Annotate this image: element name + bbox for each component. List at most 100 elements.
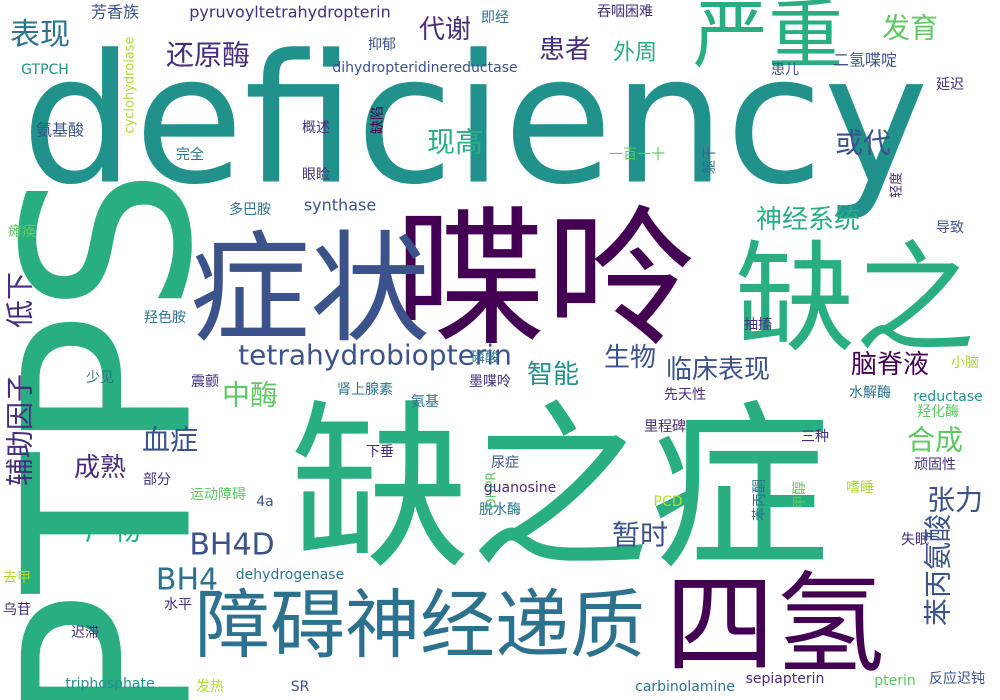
word: 下垂: [366, 444, 394, 460]
word: 喋呤: [395, 193, 695, 367]
word: 现高: [427, 126, 483, 159]
word: PTPS: [0, 168, 244, 700]
word: 4a: [256, 494, 274, 510]
word: 轻度: [889, 172, 905, 198]
word: 概述: [302, 120, 330, 136]
word: 一百一十: [609, 147, 665, 163]
word: 神经系统: [756, 205, 860, 235]
word: 乌苷: [3, 602, 31, 618]
word: 少见: [86, 370, 114, 386]
word: 生物: [604, 343, 656, 373]
word: 代谢: [419, 15, 471, 45]
word: 辅助因子: [4, 374, 37, 486]
word: 水解酶: [849, 385, 891, 401]
word: 运动障碍: [190, 487, 246, 503]
word: 肾上腺素: [337, 382, 393, 398]
word: 失眠: [901, 532, 929, 548]
word: 氨基: [411, 393, 439, 410]
word: 迟滞: [71, 625, 99, 641]
word: 智能: [527, 360, 579, 390]
word: 甲醇: [791, 481, 808, 509]
word: dehydrogenase: [236, 567, 344, 583]
word: 合成: [907, 424, 963, 457]
word: 羟色胺: [144, 309, 186, 326]
word: SR: [291, 679, 310, 695]
word: GTPCH: [21, 62, 69, 78]
word: 即经: [481, 10, 509, 26]
word: 脱水酶: [479, 502, 521, 518]
word: tetrahydrobiopterin: [238, 339, 512, 372]
word: 产物: [85, 514, 141, 547]
word: 脑脊液: [851, 350, 929, 380]
word: 患者: [539, 35, 591, 65]
word: reductase: [913, 389, 983, 405]
word: 四氢: [665, 561, 885, 689]
word: 患儿: [771, 62, 799, 78]
word: 小脑: [951, 355, 979, 371]
word: pterin: [874, 673, 916, 689]
word: guanosine: [484, 480, 556, 496]
word: 或代: [835, 127, 891, 160]
word: 羟化酶: [917, 404, 959, 420]
word: pyruvoyltetrahydropterin: [189, 3, 391, 22]
word: 抑郁: [368, 37, 396, 53]
word: 低下: [4, 272, 37, 328]
word: 水平: [164, 597, 192, 613]
word: 反应迟钝: [929, 670, 985, 687]
word: 表现: [10, 18, 70, 53]
word: 多巴胺: [229, 201, 271, 218]
word: 尿症: [491, 455, 519, 471]
word: 严重: [693, 0, 843, 79]
word: sepiapterin: [746, 671, 825, 687]
word: 磷酸: [471, 350, 499, 366]
word: 临床表现: [666, 355, 770, 385]
word: 二氢喋啶: [833, 51, 897, 70]
word: 去甲: [3, 570, 31, 586]
word: 芳香族: [91, 3, 139, 22]
word: 延迟: [936, 77, 964, 93]
word: 三种: [801, 429, 829, 445]
word: 症状: [190, 221, 430, 360]
word: cyclohydrolase: [123, 36, 138, 133]
word: triphosphate: [65, 676, 154, 692]
word: 吞咽困难: [597, 4, 653, 20]
word: 先天性: [664, 387, 706, 403]
word: BH4: [156, 563, 218, 598]
word: 嗜睡: [846, 480, 874, 496]
word: 张力: [927, 484, 983, 517]
word: 瘫痪: [8, 224, 36, 240]
word: 部分: [143, 472, 171, 488]
word: 躯干: [702, 146, 718, 174]
word: 完全: [176, 146, 204, 163]
word: 眼睑: [302, 167, 330, 183]
word: 发热: [196, 679, 224, 695]
word: PCD: [654, 494, 683, 510]
word: 导致: [936, 220, 964, 236]
word: synthase: [304, 196, 376, 215]
word: 里程碑: [644, 419, 686, 435]
word: 苯丙酮: [751, 479, 768, 521]
word: 震颤: [191, 374, 219, 390]
word: DHPR: [485, 472, 500, 509]
word: 外周: [613, 41, 657, 66]
word: 还原酶: [166, 39, 250, 72]
word: carbinolamine: [635, 679, 735, 695]
word: BH4D: [189, 528, 274, 563]
word: 缺之症: [290, 386, 830, 595]
word: 墨喋呤: [469, 374, 511, 390]
word: 氨基酸: [36, 121, 84, 140]
word: 顽固性: [914, 457, 956, 473]
word: 成熟: [74, 453, 126, 483]
word: 中酶: [222, 379, 278, 412]
word: 障碍神经递质: [195, 581, 645, 669]
word: 缺之: [735, 231, 975, 370]
word: 缺陷: [370, 106, 386, 134]
word: 抽搐: [744, 316, 772, 333]
word: deficiency: [21, 17, 928, 224]
word: dihydropteridinereductase: [332, 60, 517, 76]
word: 血症: [142, 424, 198, 457]
word: 暂时: [612, 519, 668, 552]
